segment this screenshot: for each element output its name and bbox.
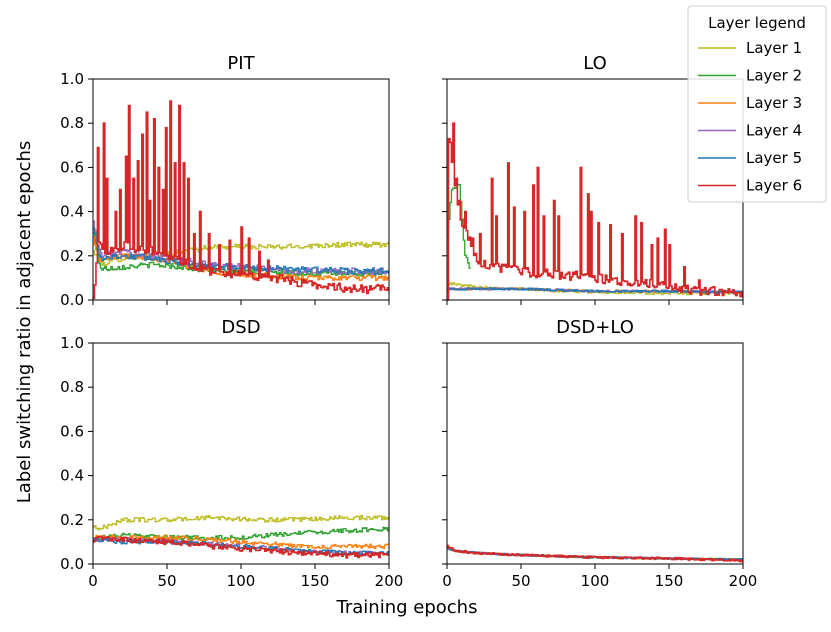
y-axis-label: Label switching ratio in adjacent epochs [14, 141, 35, 504]
series-line-layer-2 [447, 184, 471, 269]
y-tick-label: 0.8 [60, 114, 84, 132]
x-tick-label: 0 [88, 572, 98, 590]
series-group [447, 122, 743, 301]
series-line-layer-6 [447, 544, 743, 563]
x-tick-label: 200 [729, 572, 758, 590]
legend-entry-layer-6: Layer 6 [698, 177, 802, 195]
series-line-layer-6 [93, 100, 389, 299]
y-tick-label: 1.0 [60, 70, 84, 88]
legend-entry-layer-1: Layer 1 [698, 39, 802, 57]
legend-label: Layer 3 [746, 94, 802, 112]
x-tick-label: 0 [442, 572, 452, 590]
legend-entry-layer-3: Layer 3 [698, 94, 802, 112]
legend-entry-layer-5: Layer 5 [698, 149, 802, 167]
y-tick-label: 0.4 [60, 467, 84, 485]
subplot-dsd-lo: DSD+LO 0 50 100 150 200 [442, 317, 757, 590]
series-line-layer-6 [93, 535, 389, 559]
y-tick-label: 1.0 [60, 334, 84, 352]
y-tick-label: 0.8 [60, 378, 84, 396]
x-tick-label: 200 [375, 572, 404, 590]
plot-frame [92, 342, 390, 565]
series-line-layer-1 [93, 514, 389, 531]
subplot-title: PIT [227, 53, 255, 74]
subplot-title: DSD+LO [556, 317, 634, 338]
x-tick-label: 150 [301, 572, 330, 590]
legend-title: Layer legend [708, 14, 806, 32]
legend: Layer legend Layer 1 Layer 2 Layer 3 Layer 4… [687, 5, 827, 203]
legend-box [687, 5, 827, 203]
subplot-pit: PIT 0.0 0.2 0.4 0.6 0.8 1.0 [60, 53, 390, 309]
series-group [93, 100, 389, 299]
series-line-layer-5 [447, 287, 743, 294]
legend-label: Layer 2 [746, 67, 802, 85]
y-tick-label: 0.2 [60, 511, 84, 529]
x-tick-label: 100 [581, 572, 610, 590]
x-tick-label: 150 [655, 572, 684, 590]
legend-label: Layer 4 [746, 122, 802, 140]
legend-label: Layer 5 [746, 149, 802, 167]
y-tick-label: 0.0 [60, 555, 84, 573]
y-tick-label: 0.4 [60, 203, 84, 221]
series-group [93, 514, 389, 559]
subplots: PIT 0.0 0.2 0.4 0.6 0.8 1.0 LO DSD 0 50 100 150 200 0.… [60, 53, 757, 590]
series-line-layer-3 [93, 534, 389, 550]
x-axis-label: Training epochs [336, 597, 478, 618]
legend-entry-layer-4: Layer 4 [698, 122, 802, 140]
x-tick-label: 100 [227, 572, 256, 590]
x-tick-label: 50 [157, 572, 176, 590]
legend-label: Layer 1 [746, 39, 802, 57]
plot-frame [446, 342, 744, 565]
series-line-layer-2 [93, 526, 389, 541]
x-tick-label: 50 [511, 572, 530, 590]
subplot-title: LO [583, 53, 607, 74]
series-line-layer-6 [447, 122, 743, 301]
y-tick-label: 0.6 [60, 158, 84, 176]
subplot-title: DSD [221, 317, 260, 338]
legend-label: Layer 6 [746, 177, 802, 195]
legend-entry-layer-2: Layer 2 [698, 67, 802, 85]
y-tick-label: 0.6 [60, 422, 84, 440]
y-tick-label: 0.2 [60, 247, 84, 265]
subplot-dsd: DSD 0 50 100 150 200 0.0 0.2 0.4 0.6 0.8 1.0 [60, 317, 403, 590]
y-tick-label: 0.0 [60, 291, 84, 309]
series-group [447, 544, 743, 563]
